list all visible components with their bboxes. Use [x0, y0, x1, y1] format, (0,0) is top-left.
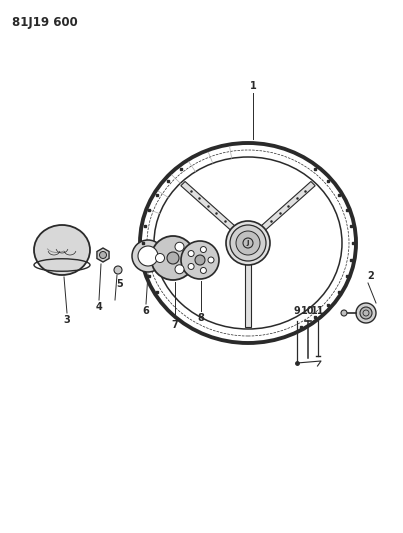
- Polygon shape: [245, 261, 251, 327]
- Text: J: J: [247, 240, 249, 246]
- Circle shape: [360, 307, 372, 319]
- Circle shape: [236, 231, 260, 255]
- Circle shape: [175, 265, 184, 274]
- Text: 1: 1: [249, 81, 256, 91]
- Circle shape: [114, 266, 122, 274]
- Polygon shape: [181, 181, 237, 232]
- Circle shape: [200, 268, 206, 273]
- Circle shape: [226, 221, 270, 265]
- Circle shape: [188, 251, 194, 256]
- Text: 3: 3: [64, 315, 71, 325]
- Text: 4: 4: [96, 302, 102, 312]
- Circle shape: [200, 247, 206, 253]
- Circle shape: [100, 252, 106, 259]
- Polygon shape: [259, 181, 315, 232]
- Text: 5: 5: [116, 279, 123, 289]
- Circle shape: [188, 263, 194, 270]
- Text: 10: 10: [301, 306, 315, 316]
- Circle shape: [341, 310, 347, 316]
- Text: 81J19 600: 81J19 600: [12, 16, 78, 29]
- Text: 7: 7: [172, 320, 179, 330]
- Ellipse shape: [34, 225, 90, 275]
- Circle shape: [208, 257, 214, 263]
- Text: 8: 8: [197, 313, 204, 323]
- Circle shape: [138, 246, 158, 266]
- Circle shape: [167, 252, 179, 264]
- Circle shape: [230, 225, 266, 261]
- Text: 2: 2: [368, 271, 374, 281]
- Circle shape: [195, 255, 205, 265]
- Text: 6: 6: [143, 306, 150, 316]
- Text: 9: 9: [294, 306, 300, 316]
- Circle shape: [175, 242, 184, 251]
- Polygon shape: [97, 248, 109, 262]
- Circle shape: [181, 241, 219, 279]
- Circle shape: [356, 303, 376, 323]
- Circle shape: [156, 254, 164, 262]
- Text: 11: 11: [311, 306, 325, 316]
- Circle shape: [151, 236, 195, 280]
- Circle shape: [132, 240, 164, 272]
